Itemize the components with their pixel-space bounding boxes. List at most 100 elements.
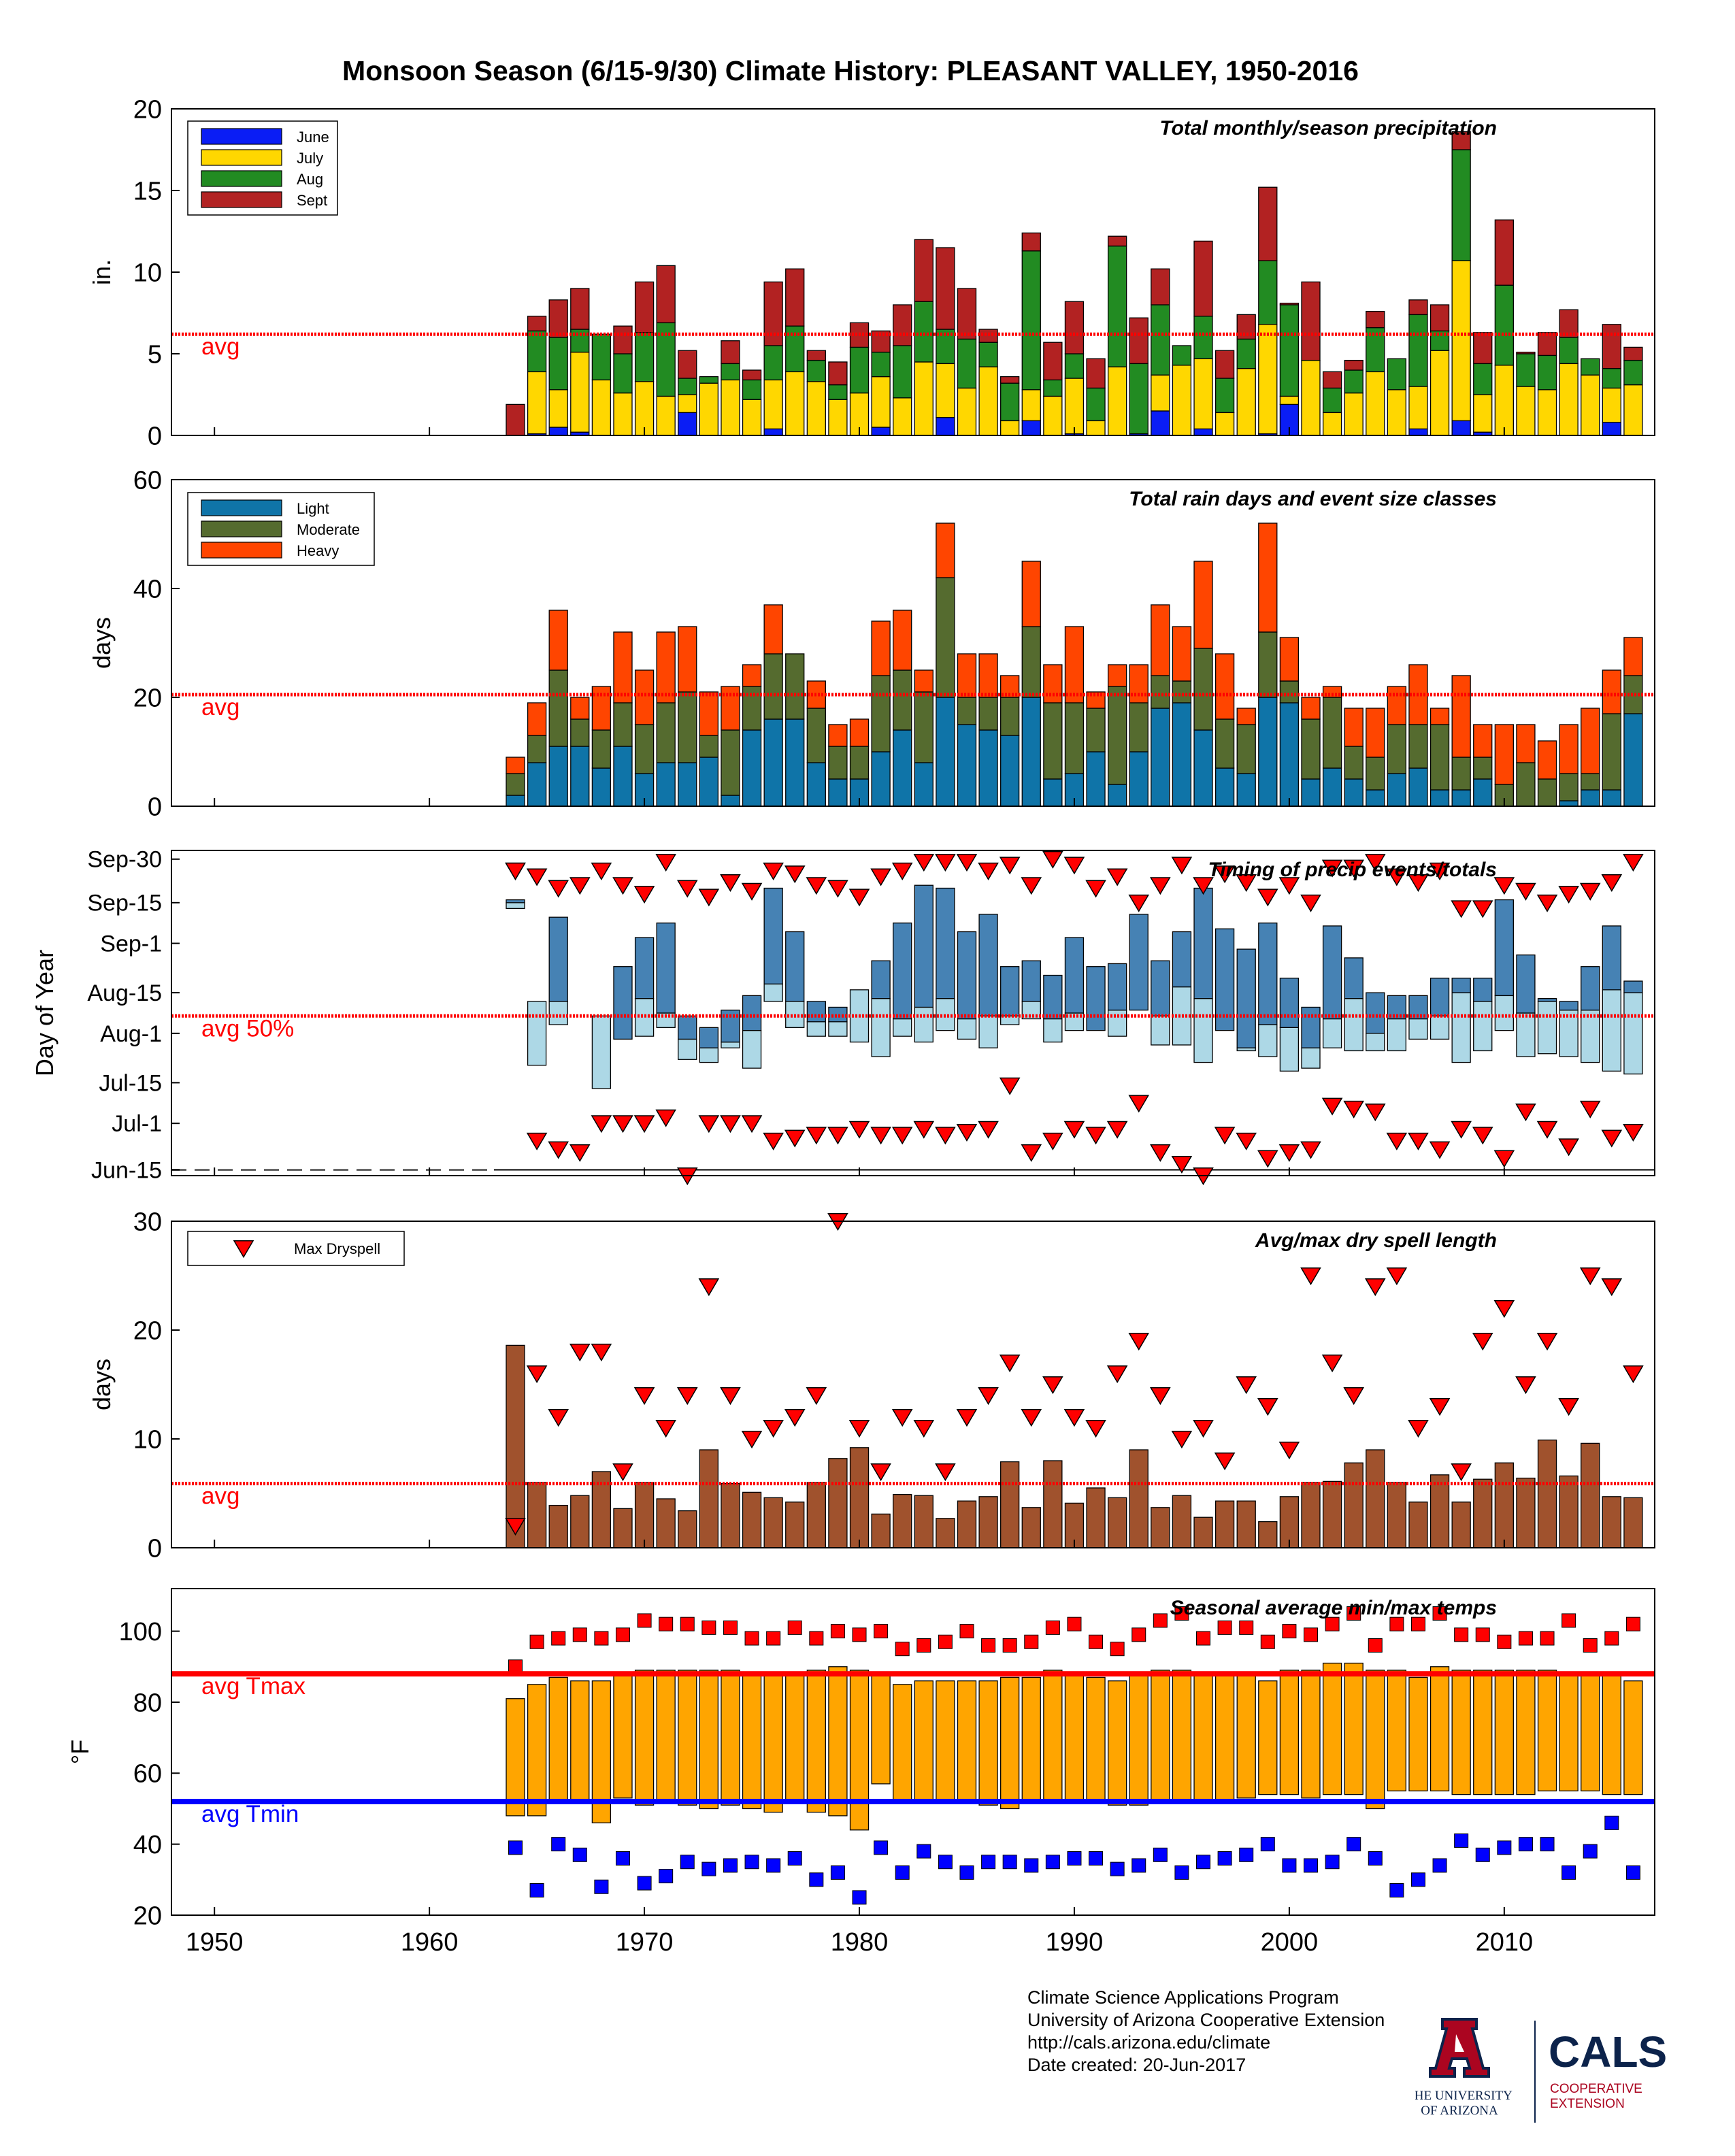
max-dryspell-marker [1128,1333,1150,1351]
precip-bar-july [1301,359,1321,436]
timing-bar-early [1301,1047,1321,1069]
early-event-marker [526,1132,548,1150]
ua-text-line1: THE UNIVERSITY [1415,2089,1513,2103]
dry-spell-bar [656,1498,676,1548]
rain-bar-moderate [634,724,655,774]
min-tmin-marker [1475,1847,1490,1862]
max-tmax-marker [744,1631,759,1646]
rain-bar-light [1214,767,1235,807]
rain-bar-moderate [656,702,676,763]
temp-range-bar [721,1670,740,1806]
precip-bar-july [1559,363,1579,436]
dry-spell-bar [1172,1495,1192,1548]
min-tmin-marker [830,1865,845,1880]
early-event-marker [1493,1150,1515,1168]
precip-bar-aug [678,378,697,395]
max-tmax-marker [1282,1624,1297,1639]
dry-spell-bar [1387,1482,1407,1548]
average-label: avg 50% [201,1015,294,1042]
min-tmin-marker [701,1861,716,1876]
timing-bar-late [1366,992,1385,1034]
precip-bar-sept [1151,268,1170,305]
y-tick-label: 0 [148,422,162,450]
plot-area [171,850,1655,1176]
timing-bar-late [1236,948,1256,1048]
max-dryspell-marker [720,1387,741,1406]
precip-bar-july [721,379,740,436]
precip-bar-july [1043,395,1063,436]
max-tmax-marker [1583,1638,1598,1653]
x-tick-label: 1990 [1046,1928,1104,1957]
max-dryspell-marker [505,1518,526,1536]
timing-bar-late [678,1015,697,1040]
precip-bar-aug [978,342,998,367]
precip-bar-sept [1494,219,1514,286]
min-tmin-marker [1174,1865,1189,1880]
max-dryspell-marker [1579,1267,1601,1286]
rain-bar-heavy [506,757,525,774]
max-dryspell-marker [1042,1376,1063,1395]
timing-bar-late [914,884,933,1008]
timing-bar-late [936,887,955,999]
temp-range-bar [1064,1673,1085,1802]
precip-bar-aug [871,351,891,378]
precip-bar-aug [634,332,655,382]
average-label: avg [201,694,239,720]
rain-bar-heavy [1172,626,1192,682]
timing-bar-late [742,995,762,1031]
timing-bar-late [506,899,525,903]
min-tmin-marker [1604,1815,1619,1830]
min-tmin-marker [594,1879,609,1894]
precip-bar-sept [1516,351,1536,354]
dry-spell-bar [1516,1477,1536,1548]
rain-bar-light [1258,697,1278,807]
early-event-marker [1558,1138,1579,1157]
max-tmax-marker [1002,1638,1017,1653]
timing-bar-early [914,1006,933,1043]
footer-university: University of Arizona Cooperative Extens… [1027,2010,1385,2030]
temp-range-bar [806,1670,826,1813]
rain-bar-moderate [871,675,891,752]
rain-bar-light [957,724,977,807]
rain-bar-heavy [678,626,697,693]
rain-bar-moderate [1258,631,1278,698]
rain-bar-heavy [1473,724,1493,758]
rain-bar-moderate [1214,718,1235,769]
late-event-marker [978,862,999,880]
precip-bar-aug [527,330,547,373]
rain-bar-moderate [1322,697,1342,769]
precip-bar-july [1193,358,1213,430]
late-event-marker [1343,859,1364,878]
precip-bar-sept [656,265,676,324]
footer-url: http://cals.arizona.edu/climate [1027,2032,1271,2053]
precip-bar-june [763,428,783,436]
late-event-marker [1278,877,1300,895]
precip-bar-sept [1193,240,1213,317]
dry-spell-bar [742,1491,762,1548]
precip-bar-aug [957,338,977,389]
precip-bar-july [613,392,633,436]
min-tmin-marker [615,1851,630,1866]
footer-program: Climate Science Applications Program [1027,1987,1339,2008]
footer-date: Date created: 20-Jun-2017 [1027,2055,1246,2075]
timing-bar-late [656,923,676,1014]
precip-bar-sept [634,281,655,333]
cals-sub2: EXTENSION [1550,2097,1625,2111]
late-event-marker [1386,868,1408,886]
timing-bar-late [1494,899,1514,997]
max-tmax-marker [1432,1606,1447,1621]
max-tmax-marker [1497,1634,1512,1649]
timing-bar-early [548,1001,568,1025]
timing-bar-early [957,1018,977,1040]
max-tmax-marker [1410,1616,1425,1631]
dry-spell-bar [506,1344,525,1548]
rain-bar-light [763,718,783,807]
min-tmin-marker [916,1844,931,1859]
rain-bar-heavy [1021,561,1041,627]
rain-bar-heavy [1559,724,1579,774]
dry-spell-bar [1322,1480,1342,1548]
precip-bar-july [806,381,826,436]
precip-bar-sept [1107,235,1127,247]
temp-range-bar [893,1684,912,1802]
late-event-marker [913,854,935,872]
